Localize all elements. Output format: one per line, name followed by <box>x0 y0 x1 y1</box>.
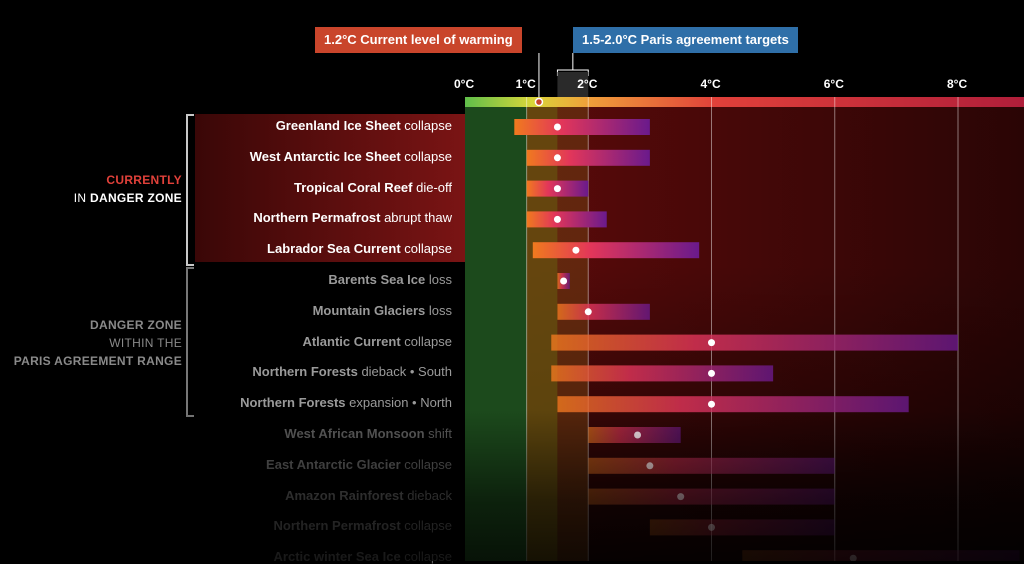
best-estimate-marker <box>553 185 561 193</box>
range-bar <box>742 550 1020 561</box>
row-label-event: collapse <box>400 148 452 164</box>
row-label: Greenland Ice Sheet collapse <box>276 118 452 133</box>
x-tick-label: 6°C <box>823 77 844 91</box>
row-label-subject: West Antarctic Ice Sheet <box>249 148 401 164</box>
row-label-subject: Arctic winter Sea Ice <box>273 549 401 564</box>
row-label-subject: Greenland Ice Sheet <box>275 118 401 133</box>
best-estimate-marker <box>634 431 642 439</box>
paris-target-band <box>557 97 589 561</box>
row-label-subject: Northern Forests <box>240 395 346 411</box>
range-bar <box>526 149 650 166</box>
row-label: Barents Sea Ice loss <box>328 272 452 287</box>
row-label-subject: Northern Forests <box>252 364 358 380</box>
row-label: Northern Forests dieback • South <box>252 364 452 379</box>
row-label-event: dieback <box>403 487 452 503</box>
row-label-event: shift <box>424 426 452 441</box>
row-label-event: die-off <box>412 179 452 195</box>
range-bar <box>588 488 835 505</box>
best-estimate-marker <box>572 246 580 254</box>
range-bar <box>551 365 774 382</box>
best-estimate-marker <box>708 400 715 408</box>
current-warming-band <box>526 97 558 561</box>
paris-scale-box <box>557 72 589 97</box>
row-label-event: loss <box>425 302 452 318</box>
best-estimate-marker <box>553 215 561 223</box>
range-bar <box>588 457 835 474</box>
row-label-event: collapse <box>400 518 452 534</box>
row-label: East Antarctic Glacier collapse <box>266 457 452 472</box>
row-label-subject: West African Monsoon <box>284 426 425 441</box>
row-label-subject: Barents Sea Ice <box>328 272 426 287</box>
danger-zone-label: DANGER ZONE <box>90 318 182 332</box>
row-label-event: dieback • South <box>357 364 452 380</box>
within-the-label: WITHIN THE <box>109 336 182 350</box>
row-label-subject: Mountain Glaciers <box>312 302 426 318</box>
currently-in-danger-zone-label: CURRENTLY IN DANGER ZONE <box>74 171 182 207</box>
best-estimate-marker <box>708 369 715 377</box>
x-tick-label: 8°C <box>947 77 968 91</box>
row-label-event: collapse <box>400 118 452 133</box>
current-warming-callout: 1.2°C Current level of warming <box>315 27 522 53</box>
row-label-subject: Atlantic Current <box>302 333 401 349</box>
range-bar <box>551 334 958 351</box>
row-label-event: collapse <box>400 241 452 257</box>
best-estimate-marker <box>677 493 685 501</box>
paris-range-label: PARIS AGREEMENT RANGE <box>13 354 182 368</box>
danger-zone-background <box>195 114 465 262</box>
danger-zone-word: DANGER ZONE <box>90 191 182 205</box>
row-label-subject: Amazon Rainforest <box>285 487 404 503</box>
row-label-event: abrupt thaw <box>380 210 452 226</box>
row-label: West Antarctic Ice Sheet collapse <box>250 149 452 164</box>
row-label-subject: Northern Permafrost <box>253 210 381 226</box>
row-label-subject: East Antarctic Glacier <box>266 456 401 472</box>
range-bar <box>532 242 700 259</box>
paris-range-danger-label: DANGER ZONE WITHIN THE PARIS AGREEMENT R… <box>14 316 182 370</box>
x-tick-label: 0°C <box>454 77 475 91</box>
row-label: Northern Permafrost abrupt thaw <box>253 210 452 225</box>
row-label-subject: Northern Permafrost <box>273 518 401 534</box>
row-label-event: collapse <box>400 549 452 564</box>
x-tick-label: 4°C <box>700 77 721 91</box>
range-bar <box>649 519 835 536</box>
best-estimate-marker <box>708 339 715 347</box>
current-warming-marker <box>534 97 544 107</box>
row-label-subject: Tropical Coral Reef <box>294 179 413 195</box>
row-label-event: collapse <box>400 333 452 349</box>
current-danger-bracket <box>186 114 194 266</box>
paris-danger-bracket <box>186 267 194 417</box>
row-label: West African Monsoon shift <box>284 426 452 441</box>
row-label: Amazon Rainforest dieback <box>285 488 452 503</box>
safe-zone-band <box>465 97 527 561</box>
row-label-event: expansion • North <box>345 395 452 411</box>
best-estimate-marker <box>553 154 561 162</box>
best-estimate-marker <box>708 523 715 531</box>
row-label: Mountain Glaciers loss <box>313 303 452 318</box>
row-label: Northern Forests expansion • North <box>240 395 452 410</box>
currently-label: CURRENTLY <box>106 173 182 187</box>
in-word: IN <box>73 191 91 205</box>
row-label: Labrador Sea Current collapse <box>267 241 452 256</box>
row-label-subject: Labrador Sea Current <box>267 241 401 257</box>
row-label: Atlantic Current collapse <box>302 334 452 349</box>
best-estimate-marker <box>646 462 654 470</box>
temperature-scale-bar <box>465 97 1024 107</box>
paris-targets-callout: 1.5-2.0°C Paris agreement targets <box>573 27 798 53</box>
row-label: Arctic winter Sea Ice collapse <box>274 549 452 564</box>
row-label-event: loss <box>425 272 452 287</box>
row-label: Northern Permafrost collapse <box>274 518 452 533</box>
range-bar <box>557 396 909 413</box>
x-tick-label: 2°C <box>577 77 598 91</box>
in-danger-zone-label: IN DANGER ZONE <box>74 189 182 207</box>
row-label: Tropical Coral Reef die-off <box>294 180 452 195</box>
best-estimate-marker <box>584 308 592 316</box>
best-estimate-marker <box>560 277 568 285</box>
range-bar <box>514 119 650 135</box>
range-bar <box>526 211 607 228</box>
range-bar <box>557 303 650 320</box>
row-label-event: collapse <box>400 456 452 472</box>
best-estimate-marker <box>553 123 561 131</box>
x-tick-label: 1°C <box>515 77 536 91</box>
